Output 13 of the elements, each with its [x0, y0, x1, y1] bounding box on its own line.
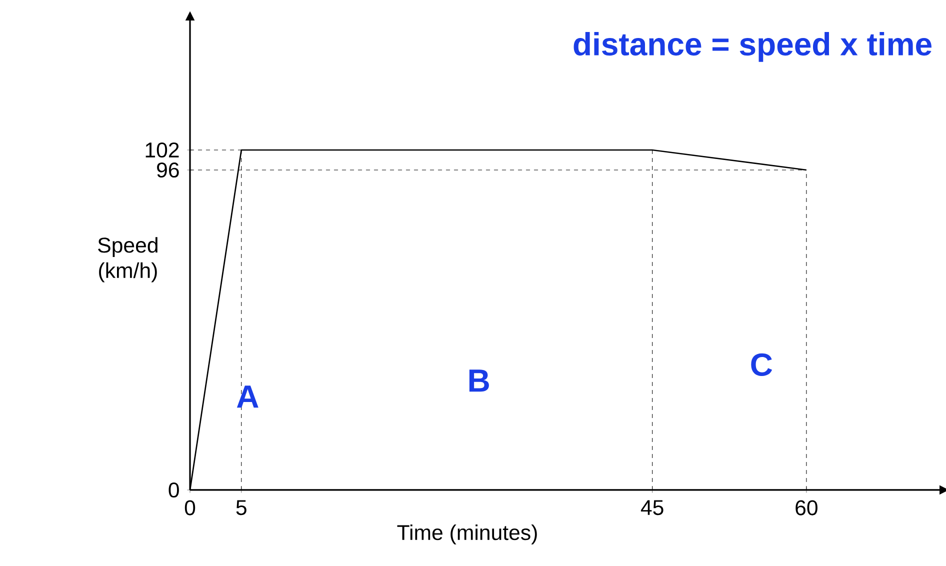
x-tick-label: 45 — [640, 500, 664, 516]
y-axis-title: Speed (km/h) — [98, 237, 158, 282]
x-axis-title: Time (minutes) — [397, 524, 537, 544]
annotation: B — [469, 370, 489, 392]
y-tick-label: 0 — [168, 482, 179, 498]
annotation: distance = speed x time — [574, 32, 932, 62]
y-tick-label: 96 — [157, 162, 179, 178]
annotation: C — [751, 353, 772, 376]
x-tick-label: 0 — [184, 500, 196, 516]
annotation: A — [236, 386, 258, 408]
x-tick-label: 5 — [236, 500, 246, 516]
x-tick-label: 60 — [796, 500, 818, 516]
y-tick-label: 102 — [146, 142, 179, 158]
